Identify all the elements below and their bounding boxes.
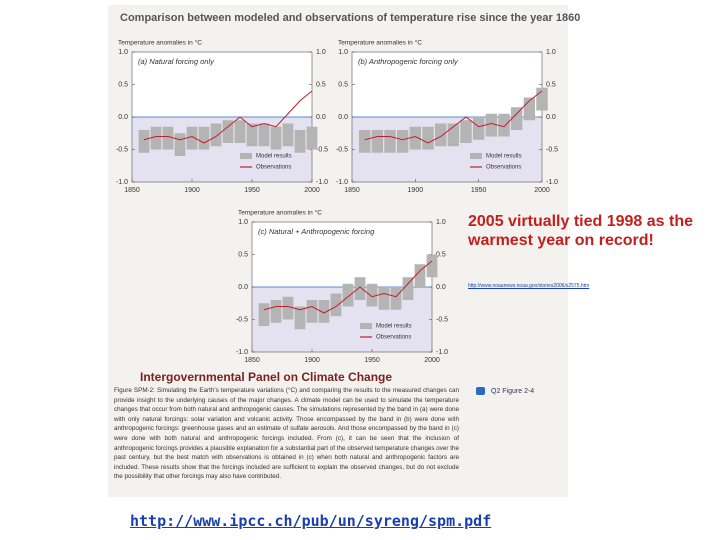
plot-background — [352, 52, 542, 117]
panel-name: Intergovernmental Panel on Climate Chang… — [140, 370, 393, 384]
y-tick-label: 1.0 — [238, 219, 248, 226]
plot-background — [132, 52, 312, 117]
y-axis-label: Temperature anomalies in °C — [118, 39, 202, 47]
x-tick-label: 1900 — [184, 187, 200, 194]
x-tick-label: 1950 — [364, 357, 380, 364]
y-tick-label: 0.0 — [118, 114, 128, 121]
legend-label: Observations — [256, 165, 291, 171]
legend-label: Model results — [256, 154, 292, 160]
x-tick-label: 1950 — [244, 187, 260, 194]
y-tick-label: -1.0 — [236, 349, 248, 356]
callout: 2005 virtually tied 1998 as the warmest … — [468, 213, 694, 249]
x-tick-label: 2000 — [534, 187, 550, 194]
y2-tick-label: 0.5 — [316, 81, 326, 88]
plot-lower-background — [252, 287, 432, 352]
x-tick-label: 1900 — [408, 187, 424, 194]
x-tick-label: 1850 — [244, 357, 260, 364]
legend-label: Model results — [486, 154, 522, 160]
observations-line — [143, 90, 313, 144]
plot-lower-background — [132, 117, 312, 182]
y-axis-label: Temperature anomalies in °C — [238, 209, 322, 217]
y2-tick-label: -0.5 — [546, 146, 558, 153]
x-tick-label: 1950 — [471, 187, 487, 194]
y2-tick-label: 1.0 — [436, 219, 446, 226]
figure-link[interactable]: Q2 Figure 2-4 — [476, 387, 534, 395]
y2-tick-label: 0.0 — [546, 114, 556, 121]
y-tick-label: 0.5 — [238, 251, 248, 258]
observations-line — [263, 260, 433, 314]
y-tick-label: -1.0 — [336, 179, 348, 186]
legend-label: Model results — [376, 324, 412, 330]
y2-tick-label: 0.0 — [436, 284, 446, 291]
y2-tick-label: 0.0 — [316, 114, 326, 121]
source-url[interactable]: http://www.ipcc.ch/pub/un/syreng/spm.pdf — [130, 512, 492, 530]
plot-lower-background — [352, 117, 542, 182]
legend-swatch — [240, 153, 252, 159]
y-tick-label: 1.0 — [118, 49, 128, 56]
y-tick-label: -0.5 — [336, 146, 348, 153]
y-tick-label: 1.0 — [338, 49, 348, 56]
y-tick-label: -1.0 — [116, 179, 128, 186]
x-tick-label: 2000 — [424, 357, 440, 364]
y-axis-label: Temperature anomalies in °C — [338, 39, 422, 47]
y-tick-label: 0.0 — [338, 114, 348, 121]
y2-tick-label: 0.5 — [546, 81, 556, 88]
chart-title: (b) Anthropogenic forcing only — [358, 57, 459, 66]
y2-tick-label: -0.5 — [316, 146, 328, 153]
y-tick-label: 0.5 — [118, 81, 128, 88]
plot-background — [252, 222, 432, 287]
heading: Comparison between modeled and observati… — [120, 12, 581, 24]
legend-swatch — [470, 153, 482, 159]
legend-label: Observations — [376, 335, 411, 341]
chart-title: (c) Natural + Anthropogenic forcing — [258, 227, 375, 236]
x-tick-label: 1850 — [124, 187, 140, 194]
y-tick-label: -0.5 — [116, 146, 128, 153]
y2-tick-label: -1.0 — [436, 349, 448, 356]
x-tick-label: 1900 — [304, 357, 320, 364]
y2-tick-label: -1.0 — [546, 179, 558, 186]
chart-title: (a) Natural forcing only — [138, 57, 215, 66]
observations-line — [364, 90, 543, 144]
callout-source[interactable]: http://www.noaanews.noaa.gov/stories2006… — [468, 283, 590, 289]
y2-tick-label: 0.5 — [436, 251, 446, 258]
y-tick-label: 0.0 — [238, 284, 248, 291]
y-tick-label: 0.5 — [338, 81, 348, 88]
y2-tick-label: 1.0 — [546, 49, 556, 56]
legend-swatch — [360, 323, 372, 329]
y2-tick-label: 1.0 — [316, 49, 326, 56]
y2-tick-label: -1.0 — [316, 179, 328, 186]
y-tick-label: -0.5 — [236, 316, 248, 323]
x-tick-label: 1850 — [344, 187, 360, 194]
caption: Figure SPM-2: Simulating the Earth's tem… — [114, 387, 459, 481]
legend-label: Observations — [486, 165, 521, 171]
y2-tick-label: -0.5 — [436, 316, 448, 323]
x-tick-label: 2000 — [304, 187, 320, 194]
